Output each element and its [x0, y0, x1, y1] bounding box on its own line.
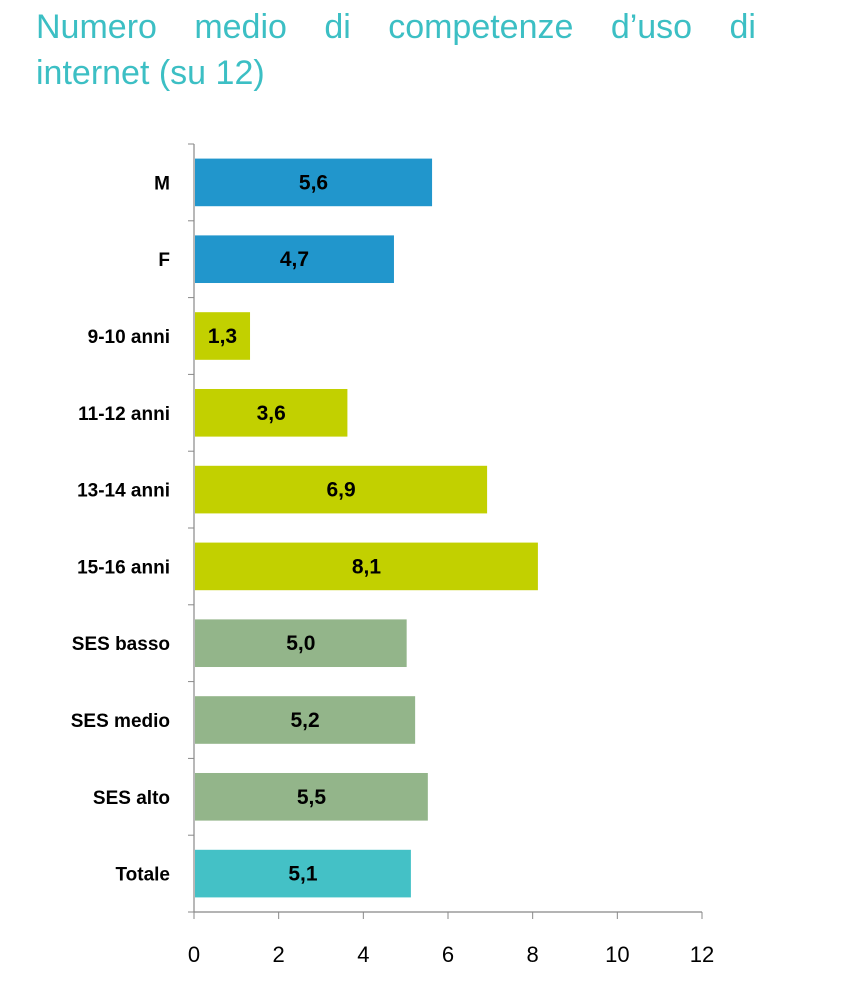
title-word: di: [729, 8, 756, 46]
title-word: d’uso: [610, 8, 693, 46]
x-tick-label: 4: [357, 942, 369, 967]
bar-value-label: 1,3: [208, 325, 237, 348]
bar-value-label: 5,6: [299, 171, 328, 194]
category-label: Totale: [115, 865, 170, 886]
category-label: SES alto: [93, 788, 170, 809]
bar: [195, 312, 251, 360]
x-tick-label: 2: [273, 942, 285, 967]
bar-value-label: 6,9: [326, 479, 355, 502]
bar: [195, 465, 488, 514]
chart-title: Numero medio di competenze d’uso di inte…: [36, 4, 756, 96]
bar: [195, 388, 348, 437]
bar-value-label: 8,1: [352, 555, 382, 578]
x-tick-label: 0: [188, 942, 200, 967]
x-tick-label: 10: [605, 942, 629, 967]
bar: [195, 619, 407, 668]
bar: [195, 542, 538, 591]
title-word: Numero: [36, 8, 157, 46]
category-label: F: [158, 250, 170, 271]
category-label: SES medio: [71, 711, 170, 732]
bar-value-label: 4,7: [280, 248, 309, 271]
bar: [195, 696, 416, 744]
title-word: medio: [194, 8, 287, 46]
chart-title-line-1: Numero medio di competenze d’uso di: [36, 4, 756, 50]
chart-title-line-2: internet (su 12): [36, 54, 265, 92]
category-label: 15-16 anni: [77, 557, 170, 578]
category-label: 11-12 anni: [78, 404, 170, 425]
bar-value-label: 5,5: [297, 786, 327, 809]
x-tick-label: 8: [527, 942, 539, 967]
bar-value-label: 5,2: [290, 709, 319, 732]
category-label: 9-10 anni: [88, 327, 170, 348]
bar-value-label: 5,1: [288, 863, 318, 886]
bar: [195, 158, 433, 207]
bar-value-label: 5,0: [286, 632, 315, 655]
category-label: SES basso: [72, 634, 170, 655]
bar-value-label: 3,6: [257, 402, 286, 425]
bar: [195, 772, 428, 821]
x-tick-label: 12: [690, 942, 714, 967]
x-tick-label: 6: [442, 942, 454, 967]
bar: [195, 849, 411, 898]
title-word: competenze: [388, 8, 574, 46]
category-label: M: [154, 173, 170, 194]
title-word: di: [324, 8, 351, 46]
bar: [195, 235, 394, 284]
category-label: 13-14 anni: [77, 481, 170, 502]
